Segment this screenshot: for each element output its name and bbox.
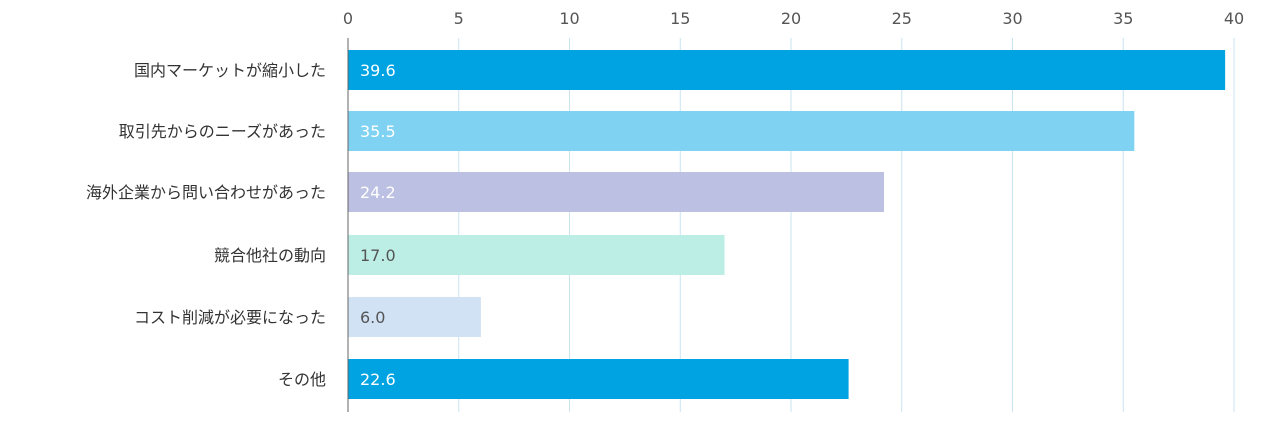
data-label: 24.2 <box>360 183 396 202</box>
category-label: 海外企業から問い合わせがあった <box>86 183 326 202</box>
grid-layer <box>458 38 1235 412</box>
bar <box>348 297 481 337</box>
category-label: コスト削減が必要になった <box>134 308 326 327</box>
category-label: 国内マーケットが縮小した <box>134 61 326 80</box>
x-tick-label: 40 <box>1224 9 1244 28</box>
category-label: 競合他社の動向 <box>214 246 326 265</box>
x-tick-label: 15 <box>670 9 690 28</box>
x-tick-label: 0 <box>343 9 353 28</box>
bar <box>348 50 1226 90</box>
data-label: 17.0 <box>360 246 396 265</box>
bar <box>348 235 725 275</box>
x-tick-label: 35 <box>1113 9 1133 28</box>
category-label-layer: 国内マーケットが縮小した取引先からのニーズがあった海外企業から問い合わせがあった… <box>86 61 326 389</box>
bar-layer: 39.6 35.5 24.2 17.0 6.0 22.6 <box>348 50 1226 399</box>
bar <box>348 359 849 399</box>
x-tick-label: 30 <box>1002 9 1022 28</box>
x-tick-label: 20 <box>781 9 801 28</box>
tick-label-layer: 0 5 10 15 20 25 30 35 40 <box>343 9 1244 28</box>
data-label: 6.0 <box>360 308 385 327</box>
x-tick-label: 10 <box>559 9 579 28</box>
category-label: その他 <box>278 370 326 389</box>
x-tick-label: 5 <box>454 9 464 28</box>
x-tick-label: 25 <box>892 9 912 28</box>
bar <box>348 111 1135 151</box>
category-label: 取引先からのニーズがあった <box>119 122 326 141</box>
bar <box>348 172 885 212</box>
data-label: 22.6 <box>360 370 396 389</box>
data-label: 39.6 <box>360 61 396 80</box>
data-label: 35.5 <box>360 122 396 141</box>
